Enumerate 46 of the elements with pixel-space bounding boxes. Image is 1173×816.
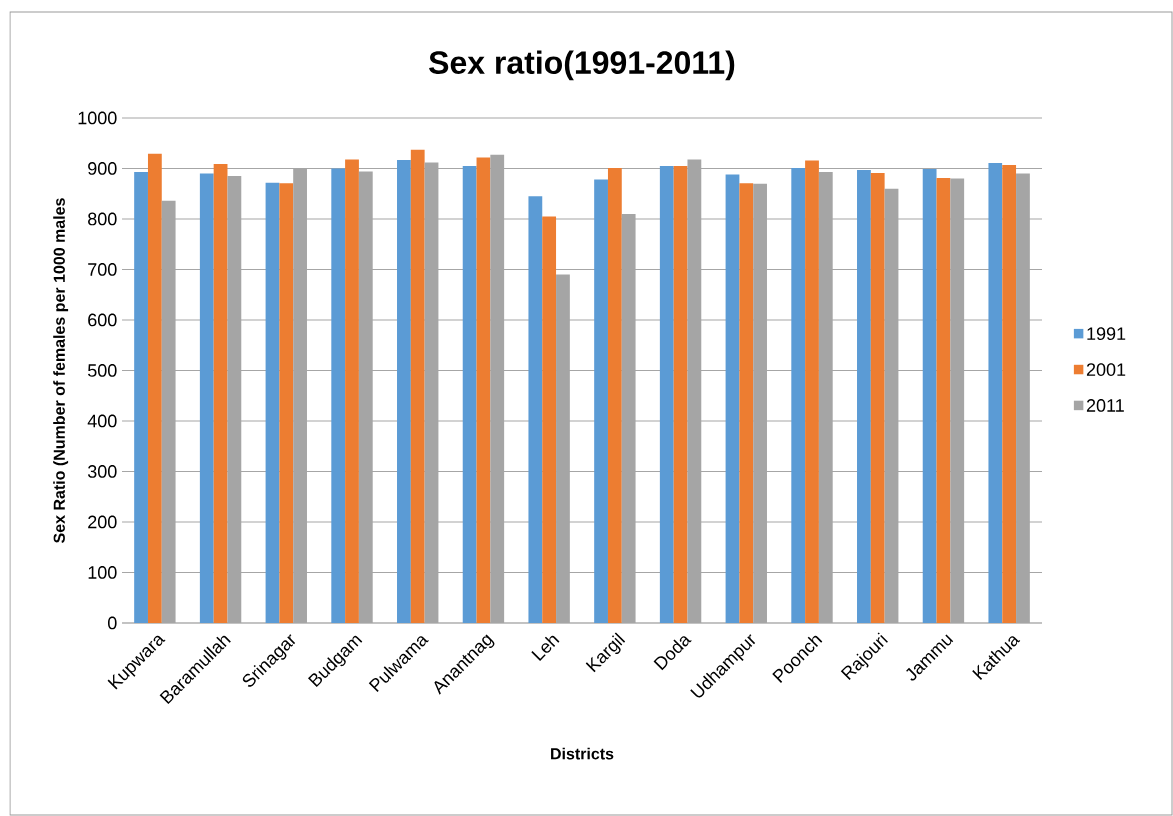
- bar: [673, 165, 688, 623]
- bar: [462, 165, 477, 623]
- y-tick-label: 900: [88, 162, 117, 175]
- bar: [331, 168, 346, 623]
- y-tick-label: 500: [87, 364, 117, 377]
- bar: [594, 179, 608, 623]
- bar: [134, 172, 148, 623]
- y-tick-label: 100: [88, 566, 117, 579]
- bar: [791, 167, 806, 623]
- y-tick-label: 800: [88, 212, 117, 226]
- x-tick-label: Leh: [531, 635, 560, 661]
- y-tick-label: 400: [87, 414, 117, 428]
- y-axis-title: Sex Ratio (Number of females per 1000 males: [53, 198, 69, 543]
- y-tick-label: 700: [88, 263, 117, 276]
- bar: [607, 167, 622, 623]
- y-tick-label: 1000: [78, 111, 117, 125]
- legend-label: 2011: [1086, 399, 1124, 412]
- x-axis-title: Districts: [551, 747, 614, 760]
- bar: [410, 149, 425, 623]
- bar: [542, 216, 557, 623]
- bar: [936, 178, 951, 623]
- bar: [659, 165, 674, 623]
- bar: [922, 168, 937, 623]
- bar: [265, 182, 280, 623]
- chart-title: Sex ratio(1991-2011): [429, 50, 735, 81]
- bar: [805, 160, 819, 623]
- y-tick-label: 0: [108, 616, 117, 630]
- bar: [739, 183, 754, 623]
- bar: [279, 183, 294, 623]
- bar: [1002, 164, 1017, 623]
- bar: [345, 159, 359, 623]
- y-tick-label: 300: [87, 465, 117, 478]
- bar: [725, 174, 740, 623]
- y-tick-label: 600: [88, 313, 117, 327]
- legend-label: 1991: [1087, 327, 1126, 341]
- bar: [397, 159, 411, 623]
- bar: [528, 196, 543, 623]
- bar: [988, 162, 1003, 623]
- bar: [213, 163, 228, 623]
- bar: [147, 153, 162, 623]
- y-tick-label: 200: [88, 515, 117, 529]
- bar: [476, 157, 491, 623]
- bar: [870, 173, 885, 623]
- legend-label: 2001: [1086, 363, 1126, 376]
- bar: [199, 173, 214, 623]
- bar: [857, 170, 871, 623]
